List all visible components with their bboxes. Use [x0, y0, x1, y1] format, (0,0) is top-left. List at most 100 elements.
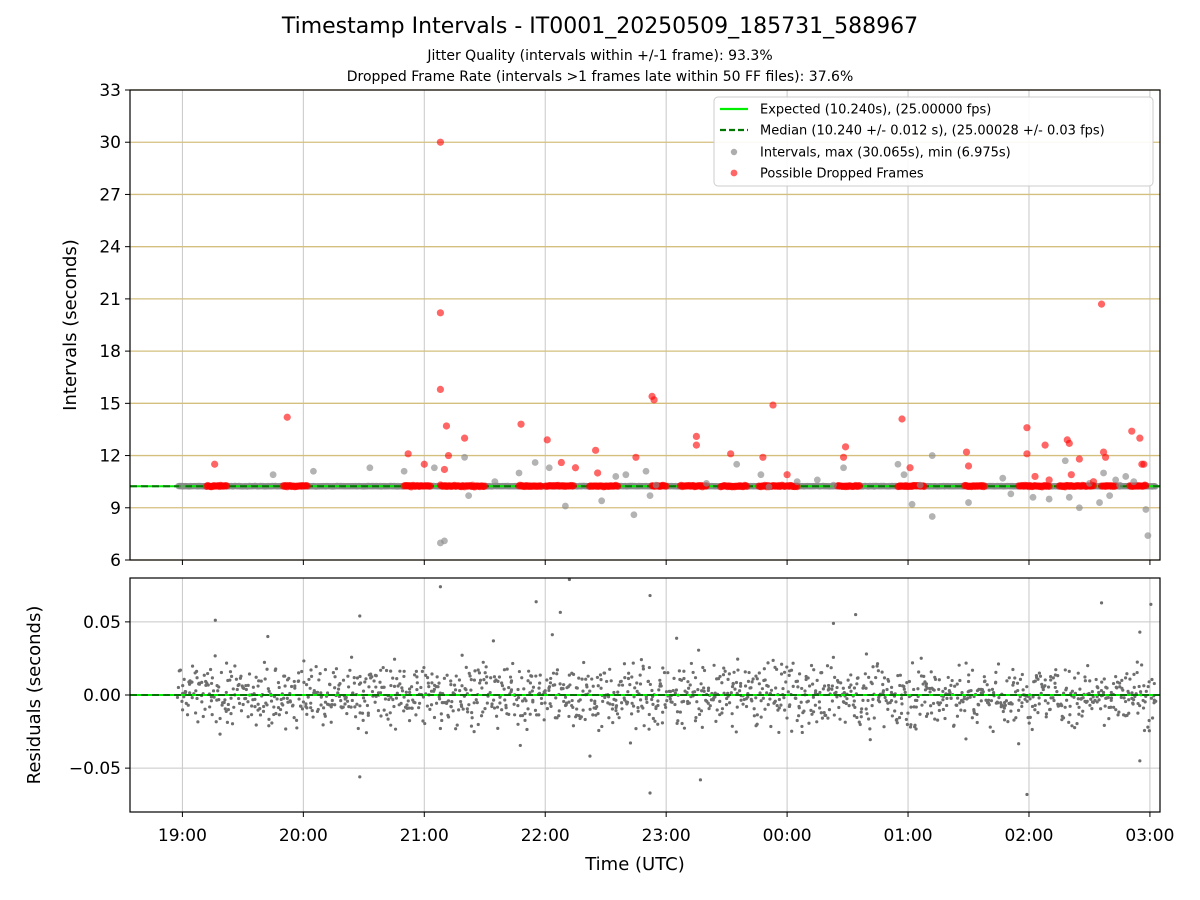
residual-point: [258, 713, 263, 717]
residual-point: [639, 658, 644, 662]
residual-point: [673, 702, 677, 707]
residual-point: [958, 701, 962, 705]
residual-point: [588, 707, 592, 711]
residual-point: [658, 678, 662, 682]
residual-point: [523, 711, 527, 716]
residual-point: [539, 696, 544, 701]
residual-point: [864, 686, 868, 690]
residual-point: [650, 688, 654, 693]
residual-point: [1147, 718, 1151, 723]
residual-point: [687, 701, 691, 705]
residual-point: [425, 704, 430, 708]
residual-point: [201, 714, 205, 719]
residual-point: [1025, 685, 1029, 689]
residual-point: [902, 687, 906, 691]
residual-point: [675, 710, 680, 714]
dropped-frame-point: [592, 446, 600, 454]
residual-point: [620, 701, 624, 705]
residual-point: [941, 689, 945, 693]
residual-point: [1100, 680, 1104, 684]
residual-point: [254, 675, 258, 679]
residual-point: [247, 672, 252, 676]
residual-point: [275, 697, 279, 701]
residual-point: [1068, 713, 1072, 717]
residual-point: [583, 717, 587, 722]
residual-point: [432, 715, 437, 720]
residual-point: [713, 691, 717, 695]
residual-point: [413, 701, 417, 705]
residual-point: [1103, 704, 1107, 708]
residual-point: [1081, 696, 1085, 700]
residual-point: [593, 701, 597, 706]
residual-point: [917, 670, 921, 674]
residual-point: [1138, 630, 1142, 634]
residual-point: [960, 691, 964, 695]
residual-point: [594, 713, 598, 717]
residual-point: [880, 670, 884, 674]
residual-point: [477, 671, 482, 675]
residual-point: [791, 684, 795, 688]
residual-point: [276, 680, 281, 685]
dropped-frame-point: [594, 469, 602, 477]
residual-point: [453, 688, 458, 692]
residual-point: [1142, 684, 1146, 688]
residual-point: [228, 678, 232, 682]
dropped-frame-point: [1045, 476, 1053, 484]
residual-point: [180, 699, 184, 704]
residual-point: [1011, 667, 1015, 672]
residual-point: [826, 716, 830, 720]
residual-point: [887, 679, 891, 683]
residual-point: [538, 673, 542, 677]
residual-point: [688, 683, 692, 687]
residual-point: [261, 709, 266, 713]
residual-point: [301, 700, 306, 704]
residual-point: [914, 727, 918, 731]
residual-point: [1003, 703, 1007, 707]
residual-point: [257, 679, 261, 683]
residual-point: [781, 686, 785, 691]
interval-point: [793, 478, 801, 486]
residual-point: [235, 687, 239, 692]
residual-point: [449, 683, 453, 687]
residual-point: [562, 683, 566, 687]
residual-point: [968, 695, 972, 699]
residual-point: [853, 705, 857, 710]
residual-point: [288, 700, 292, 704]
interval-point: [1061, 457, 1069, 465]
residual-point: [625, 700, 630, 704]
legend-intervals-swatch: [730, 148, 738, 156]
residual-point: [811, 710, 816, 714]
residual-point: [700, 725, 704, 729]
residual-point: [786, 690, 790, 694]
residual-point: [702, 689, 706, 693]
residual-point: [701, 665, 705, 670]
residual-point: [835, 695, 839, 699]
residual-point: [953, 684, 957, 688]
residual-point: [361, 689, 366, 693]
residual-point: [1149, 696, 1154, 700]
residual-point: [263, 677, 267, 681]
residual-point: [1033, 679, 1037, 683]
residual-point: [876, 669, 880, 673]
dropped-frame-point: [856, 482, 864, 490]
residual-point: [283, 684, 287, 688]
y-tick-label: 30: [99, 133, 121, 153]
residual-point: [651, 716, 655, 721]
interval-point: [830, 481, 837, 489]
residual-point: [538, 681, 542, 685]
residual-point: [924, 714, 929, 718]
residual-point: [511, 661, 515, 666]
residual-point: [478, 678, 483, 682]
residual-point: [476, 668, 480, 672]
residual-point: [782, 670, 787, 674]
residual-point: [736, 668, 740, 672]
residual-point: [242, 686, 246, 690]
residual-point: [943, 716, 947, 721]
residual-point: [689, 661, 693, 666]
residual-point: [217, 685, 221, 689]
residual-point: [608, 702, 612, 706]
residual-point: [297, 697, 301, 701]
residual-point: [757, 682, 761, 686]
residual-point: [1056, 674, 1060, 678]
residual-point: [905, 681, 909, 685]
